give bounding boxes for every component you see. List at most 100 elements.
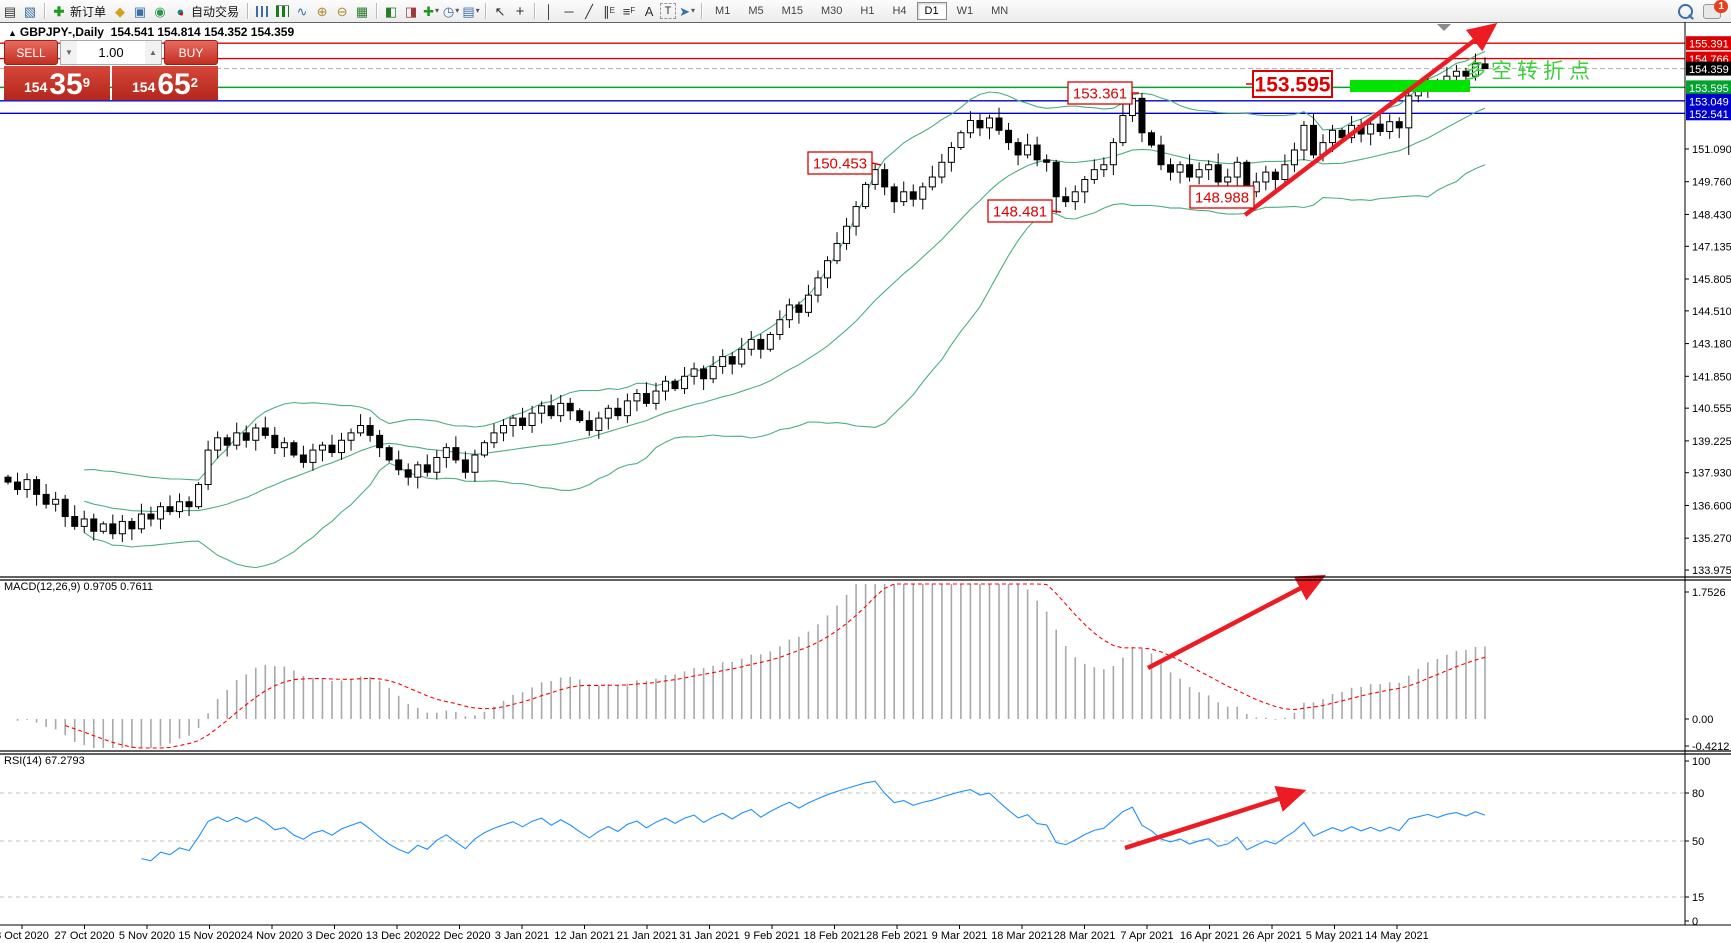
candle	[1300, 124, 1308, 151]
vertical-line-tool-icon[interactable]: │	[544, 3, 554, 19]
horizontal-line-tool-icon[interactable]: ─	[564, 3, 574, 19]
main-toolbar: ▤ ▧ ✚ 新订单 ◆ ▣ ◉ ● ● 自动交易 ∿ ⊕ ⊖ ▦ ◧ ◨ ✚ ▾ ◷…	[0, 0, 1731, 23]
candle	[195, 484, 203, 508]
candle	[1138, 97, 1146, 134]
candle	[23, 479, 31, 490]
candle	[471, 454, 479, 473]
candle	[214, 437, 222, 451]
price-tick-label: 137.930	[1692, 468, 1731, 480]
candle	[299, 454, 307, 463]
candlestick-chart-type-icon[interactable]	[273, 2, 291, 20]
candle	[490, 432, 498, 444]
date-tick-label: 21 Jan 2021	[617, 930, 678, 942]
date-tick-label: 3 Jan 2021	[495, 930, 549, 942]
profiles-icon[interactable]: ▧	[23, 3, 37, 19]
chart-header: ▲ GBPJPY-,Daily 154.541 154.814 154.352 1…	[8, 25, 294, 39]
candle	[1157, 144, 1165, 166]
new-chart-icon[interactable]: ✚ ▾	[423, 3, 439, 19]
macd-indicator	[16, 583, 1486, 749]
bar-chart-type-icon[interactable]	[253, 2, 271, 20]
timeframe-m15[interactable]: M15	[781, 5, 803, 17]
cascade-windows-icon[interactable]: ◨	[404, 3, 418, 19]
timeframe-m30[interactable]: M30	[821, 5, 843, 17]
candle	[1214, 164, 1222, 183]
candle	[290, 442, 298, 456]
text-tool-icon[interactable]: A	[644, 3, 654, 19]
candle	[338, 439, 346, 454]
candle	[71, 516, 79, 527]
price-tick-label: 139.225	[1692, 436, 1731, 448]
line-chart-type-icon[interactable]: ∿	[296, 3, 308, 19]
chart-window-icon[interactable]: ▤	[3, 3, 17, 19]
candle	[1281, 164, 1289, 181]
templates-icon[interactable]: ▤ ▾	[462, 3, 480, 19]
candle	[614, 407, 622, 417]
tile-windows-icon[interactable]: ▦	[355, 3, 369, 19]
toolbar-separator	[376, 3, 378, 19]
price-badge	[1686, 93, 1731, 108]
price-tick-label: 141.850	[1692, 371, 1731, 383]
zoom-in-icon[interactable]: ⊕	[316, 3, 328, 19]
horizontal-level-lines	[0, 42, 1685, 115]
candle	[1186, 164, 1194, 178]
terminal-icon[interactable]: ▣	[133, 3, 147, 19]
rsi-tick-label: 80	[1692, 788, 1704, 800]
timeframe-m5[interactable]: M5	[748, 5, 764, 17]
candle	[528, 412, 536, 427]
price-badge-label: 153.049	[1689, 96, 1729, 108]
autotrade-label[interactable]: 自动交易	[191, 4, 240, 19]
volume-decrease-button[interactable]: ▼	[61, 41, 77, 64]
sell-button[interactable]: SELL	[4, 40, 58, 65]
search-icon[interactable]	[1678, 3, 1694, 20]
candle	[795, 304, 803, 313]
candle	[1119, 115, 1127, 144]
trendline-tool-icon[interactable]: ╱	[585, 3, 593, 19]
price-tick-label: 147.135	[1692, 241, 1731, 253]
timeframe-d1[interactable]: D1	[916, 2, 947, 20]
new-order-icon[interactable]: ✚	[53, 3, 65, 19]
market-watch-icon[interactable]: ◆	[115, 3, 126, 19]
auto-arrange-icon[interactable]: ◧	[384, 3, 398, 19]
candle	[1176, 164, 1184, 173]
candle	[347, 432, 355, 441]
candle	[1005, 129, 1013, 144]
candle	[938, 161, 946, 178]
notifications-icon[interactable]: 1	[1703, 0, 1728, 19]
candle	[1147, 132, 1155, 146]
svg-text:153.595: 153.595	[1255, 74, 1331, 97]
date-tick-label: 24 Nov 2020	[241, 930, 303, 942]
equidistant-channel-tool-icon[interactable]: ∥ E	[603, 3, 615, 19]
cursor-tool-icon[interactable]: ↖	[494, 3, 506, 19]
fibonacci-tool-icon[interactable]: ≡ F	[622, 3, 636, 19]
candle	[1205, 164, 1213, 171]
timeframe-h1[interactable]: H1	[860, 5, 875, 17]
candle	[681, 375, 689, 390]
timeframe-w1[interactable]: W1	[956, 5, 974, 17]
candle	[1071, 191, 1079, 203]
toolbar-separator	[534, 3, 536, 19]
periods-icon[interactable]: ◷ ▾	[442, 3, 460, 19]
volume-increase-button[interactable]: ▲	[145, 41, 161, 64]
timeframe-mn[interactable]: MN	[991, 5, 1009, 17]
macd-tick-label: -0.4212	[1692, 741, 1729, 753]
timeframe-h4[interactable]: H4	[892, 5, 907, 17]
buy-button[interactable]: BUY	[164, 40, 218, 65]
sell-price-display[interactable]: 154 35 9	[4, 66, 110, 100]
crosshair-tool-icon[interactable]: +	[515, 2, 525, 20]
candle	[957, 132, 965, 149]
arrows-tool-icon[interactable]: ➤ ▾	[679, 3, 695, 19]
autotrade-icon[interactable]: ● ●	[176, 3, 185, 19]
signals-icon[interactable]: ◉	[154, 3, 166, 19]
rsi-tick-label: 50	[1692, 836, 1704, 848]
toolbar-separator	[485, 3, 487, 19]
candle	[1043, 159, 1051, 163]
volume-input[interactable]	[77, 41, 145, 64]
text-label-tool-icon[interactable]: T	[660, 3, 677, 19]
timeframe-m1[interactable]: M1	[715, 5, 731, 17]
candle	[442, 447, 450, 458]
candle	[99, 523, 107, 532]
new-order-label[interactable]: 新订单	[70, 4, 107, 19]
zoom-out-icon[interactable]: ⊖	[336, 3, 348, 19]
buy-price-display[interactable]: 154 65 2	[112, 66, 218, 100]
chart-canvas[interactable]: 150.453 148.481 153.361 148.988 153.595 多空转折点…	[0, 22, 1731, 943]
